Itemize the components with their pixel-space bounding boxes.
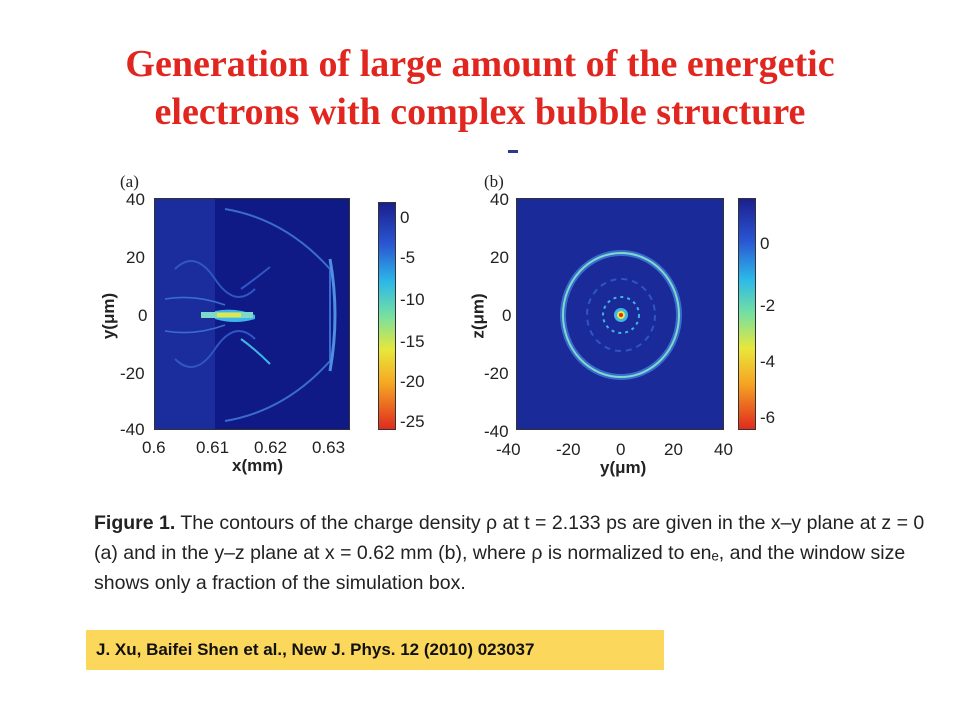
panel-b-xtick: 40 — [714, 440, 733, 459]
panel-a-cbar-tick: 0 — [400, 208, 410, 227]
panel-a-cbar-tick: -5 — [400, 248, 416, 267]
panel-b-plot — [516, 198, 724, 430]
panel-a-ytick: -40 — [120, 420, 145, 439]
panel-a-xtick: 0.6 — [142, 438, 166, 457]
title-line-2: electrons with complex bubble structure — [154, 91, 806, 133]
panel-a-ytick: 40 — [126, 190, 145, 209]
panel-b-colorbar — [738, 198, 756, 430]
citation-box: J. Xu, Baifei Shen et al., New J. Phys. … — [86, 630, 664, 670]
panel-b-ytick: -40 — [484, 422, 509, 441]
panel-a-cbar-tick: -10 — [400, 290, 425, 309]
panel-a-ylabel: y(μm) — [99, 292, 119, 340]
caption-text: The contours of the charge density ρ at … — [94, 512, 925, 594]
panel-a-label: (a) — [120, 172, 139, 191]
panel-b-ytick: 20 — [490, 248, 509, 267]
panel-b-ytick: -20 — [484, 364, 509, 383]
panel-a-cbar-tick: -15 — [400, 332, 425, 351]
panel-b-ytick: 0 — [502, 306, 512, 325]
panel-b-xtick: 20 — [664, 440, 683, 459]
panel-a-contour — [155, 199, 349, 429]
panel-b-contour — [517, 199, 723, 429]
panel-b-xtick: 0 — [616, 440, 626, 459]
panel-a-ytick: 0 — [138, 306, 148, 325]
panel-b-cbar-tick: -4 — [760, 352, 776, 371]
decorative-dash — [508, 150, 518, 153]
panel-a-xlabel: x(mm) — [232, 456, 284, 475]
panel-b-xtick: -20 — [556, 440, 581, 459]
panel-b-xtick: -40 — [496, 440, 521, 459]
panel-b-cbar-tick: 0 — [760, 234, 770, 253]
caption-lead: Figure 1. — [94, 512, 176, 534]
panel-a-ytick: 20 — [126, 248, 145, 267]
panel-b-label: (b) — [484, 172, 504, 191]
panel-b-ytick: 40 — [490, 190, 509, 209]
panel-b-ylabel: z(μm) — [468, 293, 488, 339]
slide-title: Generation of large amount of the energe… — [0, 40, 960, 136]
figure-caption: Figure 1. The contours of the charge den… — [94, 508, 934, 598]
title-line-1: Generation of large amount of the energe… — [125, 43, 835, 85]
panel-b-xlabel: y(μm) — [600, 458, 647, 477]
panel-b-cbar-tick: -6 — [760, 408, 776, 427]
panel-a-cbar-tick: -25 — [400, 412, 425, 431]
panel-a-ytick: -20 — [120, 364, 145, 383]
panel-a-xtick: 0.62 — [254, 438, 288, 457]
panel-a-cbar-tick: -20 — [400, 372, 425, 391]
panel-a-plot — [154, 198, 350, 430]
panel-a-xtick: 0.61 — [196, 438, 230, 457]
panel-b-cbar-tick: -2 — [760, 296, 776, 315]
panel-a-xtick: 0.63 — [312, 438, 346, 457]
panel-a-colorbar — [378, 202, 396, 430]
